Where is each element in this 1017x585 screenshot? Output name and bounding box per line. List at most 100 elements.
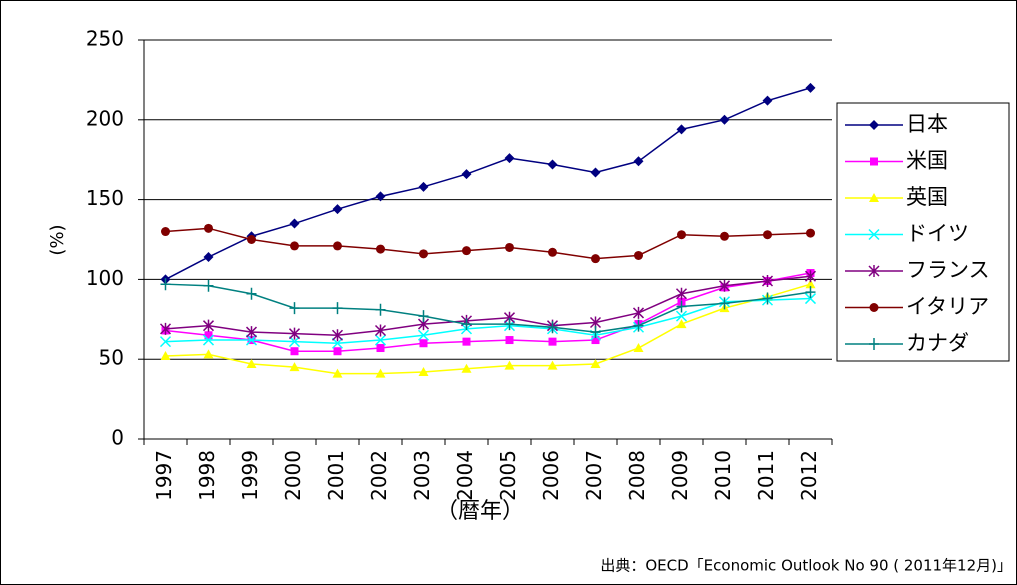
marker <box>375 191 386 202</box>
marker <box>159 322 172 335</box>
marker <box>202 319 215 332</box>
x-tick-label: 2011 <box>754 450 778 501</box>
marker <box>245 326 258 339</box>
marker <box>202 334 215 346</box>
x-tick-label: 1999 <box>238 450 262 501</box>
series-line <box>165 227 811 260</box>
marker <box>634 250 643 260</box>
marker <box>419 249 428 259</box>
marker <box>762 95 773 106</box>
x-tick-label: 2012 <box>797 450 821 501</box>
x-tick-label: 1997 <box>152 450 176 501</box>
y-tick-label: 250 <box>86 27 124 51</box>
marker <box>547 360 558 370</box>
legend-box <box>836 102 1010 362</box>
marker <box>288 327 301 340</box>
marker <box>505 242 514 252</box>
marker <box>719 297 730 310</box>
legend-label: フランス <box>906 258 990 282</box>
marker <box>869 303 879 312</box>
marker <box>333 241 342 251</box>
marker <box>418 366 429 376</box>
marker <box>633 156 644 167</box>
y-tick-label: 50 <box>99 346 124 370</box>
marker <box>332 302 343 315</box>
x-tick-label: 2000 <box>281 450 305 501</box>
y-tick-label: 200 <box>86 106 124 130</box>
marker <box>504 318 515 331</box>
marker <box>461 169 472 180</box>
marker <box>247 235 256 244</box>
x-tick-label: 2006 <box>539 450 563 501</box>
marker <box>418 310 429 323</box>
marker <box>548 247 557 257</box>
marker <box>332 368 343 378</box>
marker <box>203 349 214 359</box>
marker <box>289 362 300 372</box>
marker <box>246 358 257 368</box>
marker <box>591 254 600 264</box>
marker <box>676 300 687 313</box>
marker <box>805 286 816 299</box>
x-tick-label: 2001 <box>324 450 348 501</box>
marker <box>332 204 343 215</box>
marker <box>868 228 880 241</box>
x-axis-label: （暦年） <box>436 499 524 524</box>
marker <box>868 265 880 277</box>
x-tick-label: 2004 <box>453 450 477 501</box>
series-line <box>165 297 811 344</box>
marker <box>763 230 772 240</box>
x-tick-label: 2003 <box>410 450 434 501</box>
marker <box>375 303 386 316</box>
marker <box>419 339 428 348</box>
marker <box>160 278 171 291</box>
marker <box>461 318 472 331</box>
marker <box>290 347 299 356</box>
marker <box>504 360 515 370</box>
y-tick-label: 100 <box>86 266 124 290</box>
legend-label: 日本 <box>906 112 948 136</box>
marker <box>504 153 515 164</box>
marker <box>633 319 644 332</box>
marker <box>417 329 430 341</box>
marker <box>718 279 731 292</box>
series-line <box>165 275 811 337</box>
marker <box>159 336 172 348</box>
marker <box>870 157 878 166</box>
marker <box>590 326 601 339</box>
marker <box>869 120 879 130</box>
y-tick-label: 150 <box>86 186 124 210</box>
marker <box>547 321 558 334</box>
marker <box>505 336 514 345</box>
legend-label: イタリア <box>906 295 989 319</box>
legend-label: 英国 <box>906 185 948 209</box>
marker <box>418 181 429 192</box>
marker <box>676 319 687 329</box>
x-tick-label: 2002 <box>367 450 391 501</box>
marker <box>719 114 730 125</box>
marker <box>245 334 258 346</box>
marker <box>374 334 387 346</box>
marker <box>547 159 558 170</box>
marker <box>590 167 601 178</box>
marker <box>677 230 686 240</box>
marker <box>462 246 471 256</box>
x-tick-label: 2007 <box>582 450 606 501</box>
x-tick-label: 2009 <box>668 450 692 501</box>
marker <box>633 343 644 353</box>
marker <box>632 306 645 319</box>
x-tick-label: 2005 <box>496 450 520 501</box>
marker <box>869 193 879 202</box>
marker <box>591 336 600 345</box>
marker <box>462 337 471 346</box>
legend-label: ドイツ <box>906 222 969 246</box>
marker <box>548 337 557 346</box>
legend-label: 米国 <box>906 149 948 173</box>
x-tick-label: 1998 <box>195 450 219 501</box>
y-tick-label: 0 <box>111 426 124 450</box>
marker <box>762 292 773 305</box>
marker <box>720 231 729 241</box>
marker <box>376 344 385 353</box>
